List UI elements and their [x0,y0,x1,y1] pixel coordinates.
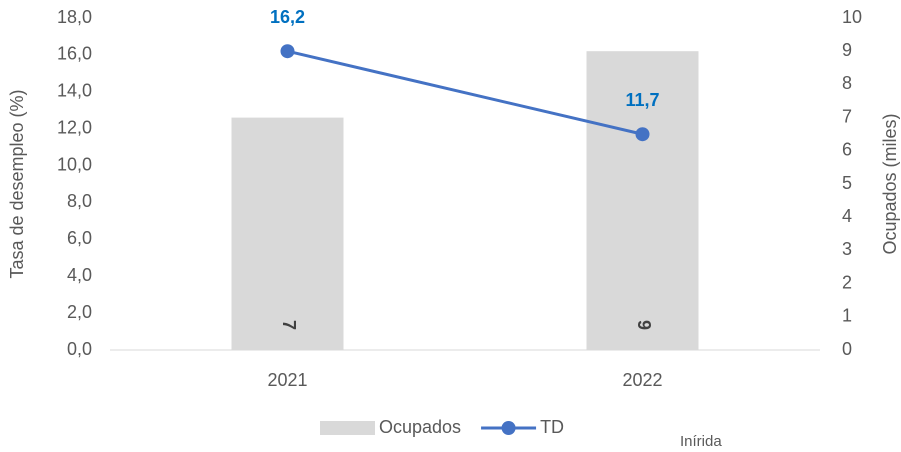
y-tick-label: 6,0 [67,228,92,248]
y-tick-label: 0,0 [67,339,92,359]
y-tick-label: 16,0 [57,44,92,64]
legend-marker [501,421,516,435]
y2-tick-label: 8 [842,73,852,93]
y2-axis-title: Ocupados (miles) [880,113,900,254]
line-marker [280,44,295,59]
line-value-label: 11,7 [625,90,659,110]
line-marker [635,127,650,142]
y2-tick-label: 7 [842,106,852,126]
legend-swatch [320,421,375,435]
bar [231,117,344,350]
y2-tick-label: 5 [842,173,852,193]
y-tick-label: 8,0 [67,191,92,211]
y-tick-label: 18,0 [57,7,92,27]
annotation: Inírida [680,433,722,450]
line-value-label: 16,2 [270,7,305,27]
y-axis-title: Tasa de desempleo (%) [7,89,27,278]
y-tick-label: 2,0 [67,302,92,322]
y-tick-label: 10,0 [57,154,92,174]
y-tick-label: 12,0 [57,117,92,137]
x-tick-label: 2022 [622,370,662,390]
y2-tick-label: 6 [842,140,852,160]
legend-label: Ocupados [379,417,461,437]
y2-tick-label: 4 [842,206,852,226]
legend-label: TD [540,417,564,437]
y2-tick-label: 9 [842,40,852,60]
line [287,49,643,136]
bar-value-label: 7 [279,320,299,330]
bar-value-label: 9 [634,320,654,330]
y2-tick-label: 0 [842,339,852,359]
x-tick-label: 2021 [267,370,307,390]
y-tick-label: 14,0 [57,81,92,101]
bar [586,51,699,350]
y2-tick-label: 10 [842,7,862,27]
y2-tick-label: 1 [842,306,852,326]
y-tick-label: 4,0 [67,265,92,285]
y2-tick-label: 2 [842,272,852,292]
y2-tick-label: 3 [842,239,852,259]
